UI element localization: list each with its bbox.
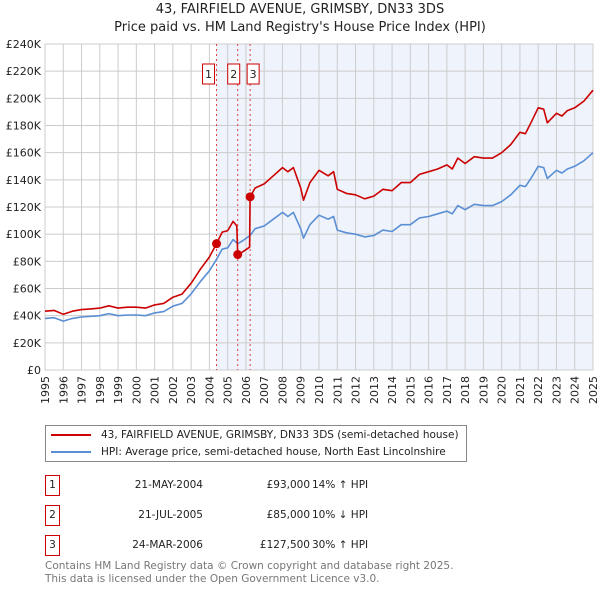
price-chart: 1995 1996 1997 1998 1999 2000 2001 2002 2003 2004…: [6, 38, 600, 404]
chart-subtitle: Price paid vs. HM Land Registry's House …: [114, 20, 486, 35]
x-tick-label: 2010: [313, 376, 326, 404]
sale-row: 3 24-MAR-2006 £127,500 30% ↑ HPI: [45, 535, 465, 557]
sale-hpi-diff: 10% ↓ HPI: [312, 509, 369, 521]
y-tick-label: £220K: [6, 65, 42, 78]
sale-number-box: [227, 63, 241, 85]
x-tick-label: 2002: [167, 376, 180, 404]
x-tick-label: 2000: [130, 376, 143, 404]
sale-number-label: 1: [205, 68, 212, 81]
x-tick-label: 2013: [368, 376, 381, 404]
legend-swatch-hpi: [51, 451, 91, 453]
x-tick-label: 2006: [240, 376, 253, 404]
x-tick-label: 1995: [39, 376, 52, 404]
x-tick-label: 2017: [441, 376, 454, 404]
x-tick-label: 2024: [569, 376, 582, 404]
y-tick-label: £80K: [13, 255, 42, 268]
x-tick-label: 2022: [532, 376, 545, 404]
legend: 43, FAIRFIELD AVENUE, GRIMSBY, DN33 3DS …: [45, 425, 467, 462]
y-tick-label: £160K: [6, 147, 42, 160]
x-tick-label: 2019: [477, 376, 490, 404]
x-tick-label: 1998: [94, 376, 107, 404]
x-tick-label: 2007: [258, 376, 271, 404]
x-tick-label: 2014: [386, 376, 399, 404]
legend-label-hpi: HPI: Average price, semi-detached house,…: [101, 446, 446, 458]
y-tick-label: £40K: [13, 310, 42, 323]
x-tick-label: 2015: [404, 376, 417, 404]
legend-item-hpi: HPI: Average price, semi-detached house,…: [51, 444, 446, 460]
y-tick-label: £20K: [13, 337, 42, 350]
x-tick-label: 1997: [76, 376, 89, 404]
y-tick-label: £180K: [6, 120, 42, 133]
sale-badge: 3: [45, 535, 60, 556]
sale-point: [245, 192, 255, 202]
y-tick-label: £120K: [6, 201, 42, 214]
plot-frame: [44, 43, 594, 371]
y-tick-label: £100K: [6, 228, 42, 241]
sale-number-label: 2: [230, 68, 237, 81]
y-tick-label: £200K: [6, 92, 42, 105]
sale-point: [212, 239, 222, 249]
sale-date: 21-MAY-2004: [134, 479, 203, 491]
x-tick-label: 2025: [587, 376, 600, 404]
sale-hpi-diff: 30% ↑ HPI: [312, 539, 369, 551]
x-tick-label: 2021: [514, 376, 527, 404]
x-tick-label: 2023: [550, 376, 563, 404]
sale-date: 24-MAR-2006: [132, 539, 203, 551]
sale-price: £85,000: [266, 509, 310, 521]
x-tick-label: 2005: [222, 376, 235, 404]
hpi-line: [44, 152, 594, 322]
sale-number-label: 3: [250, 68, 257, 81]
x-tick-label: 2009: [295, 376, 308, 404]
x-tick-label: 2016: [423, 376, 436, 404]
sale-row: 1 21-MAY-2004 £93,000 14% ↑ HPI: [45, 475, 465, 497]
sale-row: 2 21-JUL-2005 £85,000 10% ↓ HPI: [45, 505, 465, 527]
legend-item-property: 43, FAIRFIELD AVENUE, GRIMSBY, DN33 3DS …: [51, 427, 459, 443]
x-tick-label: 2020: [496, 376, 509, 404]
sale-number-box: [246, 63, 260, 85]
x-tick-label: 1999: [112, 376, 125, 404]
sale-price: £93,000: [266, 479, 310, 491]
footer-licence: This data is licensed under the Open Gov…: [45, 573, 380, 585]
y-tick-label: £140K: [6, 174, 42, 187]
x-tick-label: 2003: [185, 376, 198, 404]
y-tick-label: £60K: [13, 283, 42, 296]
property-price-line: [44, 89, 594, 316]
y-tick-label: £240K: [6, 38, 42, 51]
legend-label-property: 43, FAIRFIELD AVENUE, GRIMSBY, DN33 3DS …: [101, 429, 459, 441]
chart-title: 43, FAIRFIELD AVENUE, GRIMSBY, DN33 3DS: [155, 2, 445, 17]
y-tick-label: £0: [27, 364, 41, 377]
x-tick-label: 2012: [350, 376, 363, 404]
x-tick-label: 2011: [331, 376, 344, 404]
x-tick-label: 2008: [276, 376, 289, 404]
sale-point: [233, 250, 243, 260]
x-tick-label: 2001: [149, 376, 162, 404]
sale-badge: 1: [45, 475, 60, 496]
footer-copyright: Contains HM Land Registry data © Crown c…: [45, 560, 454, 572]
sale-hpi-diff: 14% ↑ HPI: [312, 479, 369, 491]
x-tick-label: 2004: [203, 376, 216, 404]
x-tick-label: 2018: [459, 376, 472, 404]
x-tick-label: 1996: [57, 376, 70, 404]
sale-badge: 2: [45, 505, 60, 526]
legend-swatch-property: [51, 434, 91, 436]
sale-number-box: [202, 63, 216, 85]
sale-date: 21-JUL-2005: [138, 509, 203, 521]
sale-price: £127,500: [259, 539, 310, 551]
